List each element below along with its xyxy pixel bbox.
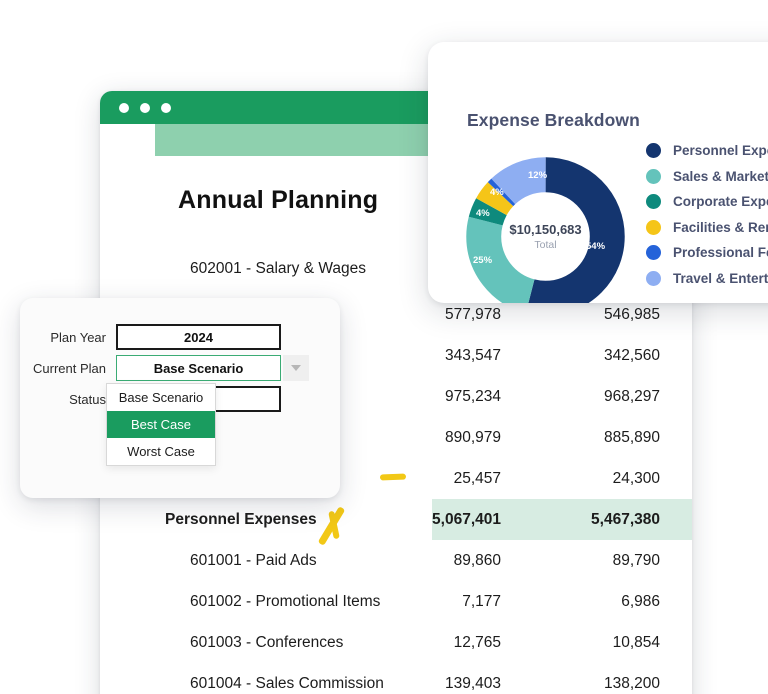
cell-value[interactable]: 89,790 — [612, 551, 660, 569]
window-dot-close-icon[interactable] — [119, 102, 129, 113]
cell-value[interactable]: 7,177 — [462, 592, 501, 610]
legend-label: Personnel Expenses — [673, 143, 768, 159]
window-dot-minimize-icon[interactable] — [140, 102, 150, 113]
donut-slice-sales-marketing[interactable] — [466, 157, 625, 303]
row-label: 601004 - Sales Commission — [190, 674, 384, 692]
accent-spark-icon — [379, 473, 407, 481]
donut-slice-personnel[interactable] — [466, 157, 625, 303]
card-title: Expense Breakdown — [467, 110, 640, 130]
cell-value[interactable]: 885,890 — [603, 428, 660, 446]
table-row[interactable]: 601004 - Sales Commission 139,403 138,20… — [100, 663, 692, 694]
legend-color-dot — [646, 168, 661, 184]
cell-value[interactable]: 10,854 — [612, 633, 660, 651]
cell-value[interactable]: 890,979 — [444, 428, 501, 446]
legend-item[interactable]: Facilities & Rent — [646, 215, 768, 241]
current-plan-dropdown-list: Base Scenario Best Case Worst Case — [106, 383, 216, 466]
legend-label: Professional Fees — [673, 245, 768, 261]
legend-item[interactable]: Sales & Marketing — [646, 164, 768, 190]
sheet-grid: Annual Planning 602001 - Salary & Wages … — [100, 156, 692, 694]
legend-item[interactable]: Corporate Expenses — [646, 189, 768, 215]
legend-color-dot — [646, 219, 661, 235]
legend-color-dot — [646, 194, 661, 210]
cell-value[interactable]: 577,978 — [444, 305, 501, 323]
legend-label: Travel & Entertainment — [673, 270, 768, 286]
cell-value[interactable]: 975,234 — [444, 387, 501, 405]
expense-legend: Personnel Expenses Sales & Marketing Cor… — [646, 138, 768, 291]
expense-breakdown-card: Expense Breakdown $10,150,683 Total 54% … — [428, 42, 768, 303]
row-label: 601002 - Promotional Items — [190, 592, 381, 610]
table-row[interactable]: 601001 - Paid Ads 89,860 89,790 89,86 — [100, 540, 692, 581]
table-row[interactable]: 975,234 968,297 975,23 — [100, 376, 692, 417]
cell-value[interactable]: 89,860 — [453, 551, 501, 569]
expense-donut-chart: $10,150,683 Total 54% 25% 4% 4% 12% — [464, 155, 627, 303]
dropdown-option-base-scenario[interactable]: Base Scenario — [118, 390, 204, 405]
sheet-body: Annual Planning 602001 - Salary & Wages … — [100, 156, 692, 694]
window-dot-maximize-icon[interactable] — [161, 102, 171, 113]
row-label: 601001 - Paid Ads — [190, 551, 317, 569]
cell-value[interactable]: 343,547 — [444, 346, 501, 364]
ribbon-corner-cell — [100, 124, 155, 156]
legend-label: Facilities & Rent — [673, 219, 768, 235]
status-label: Status — [69, 391, 106, 407]
table-row[interactable]: 602001 - Salary & Wages — [100, 244, 692, 294]
legend-item[interactable]: Professional Fees — [646, 240, 768, 266]
table-row[interactable]: 577,978 546,985 577,9 — [100, 294, 692, 335]
cell-value[interactable]: 968,297 — [603, 387, 660, 405]
cell-value[interactable]: 25,457 — [453, 469, 501, 487]
dropdown-option-worst-case[interactable]: Worst Case — [127, 444, 195, 459]
cell-value[interactable]: 6,986 — [621, 592, 660, 610]
current-plan-label: Current Plan — [33, 360, 106, 376]
cell-value[interactable]: 24,300 — [612, 469, 660, 487]
donut-slice-travel[interactable] — [466, 157, 625, 303]
legend-item[interactable]: Personnel Expenses — [646, 138, 768, 164]
cell-value[interactable]: 546,985 — [603, 305, 660, 323]
table-row[interactable]: 601002 - Promotional Items 7,177 6,986 7… — [100, 581, 692, 622]
dropdown-option-best-case[interactable]: Best Case — [107, 411, 215, 438]
cell-value[interactable]: 139,403 — [444, 674, 501, 692]
table-row-subtotal[interactable]: Personnel Expenses 5,067,401 5,467,380 5… — [100, 499, 692, 540]
cell-value[interactable]: 342,560 — [603, 346, 660, 364]
legend-color-dot — [646, 270, 661, 286]
legend-color-dot — [646, 143, 661, 159]
current-plan-row: Current Plan Base Scenario — [30, 355, 309, 381]
cell-value[interactable]: 138,200 — [603, 674, 660, 692]
plan-year-row: Plan Year 2024 — [30, 324, 281, 350]
cell-value[interactable]: 5,067,401 — [432, 510, 501, 528]
table-row[interactable]: 25,457 24,300 25,45 — [100, 458, 692, 499]
page-title: Annual Planning — [178, 185, 379, 214]
row-label: 601003 - Conferences — [190, 633, 344, 651]
legend-label: Corporate Expenses — [673, 194, 768, 210]
donut-svg — [466, 157, 625, 303]
cell-value[interactable]: 12,765 — [453, 633, 501, 651]
row-highlight-band — [432, 499, 692, 540]
row-label: Personnel Expenses — [165, 510, 317, 528]
row-label: 602001 - Salary & Wages — [190, 260, 367, 277]
table-row: Annual Planning — [100, 156, 692, 244]
current-plan-select[interactable]: Base Scenario — [116, 355, 281, 381]
plan-year-input[interactable]: 2024 — [116, 324, 281, 350]
table-row[interactable]: 601003 - Conferences 12,765 10,854 12,76 — [100, 622, 692, 663]
legend-color-dot — [646, 245, 661, 261]
plan-year-label: Plan Year — [50, 329, 106, 345]
legend-item[interactable]: Travel & Entertainment — [646, 266, 768, 292]
legend-label: Sales & Marketing — [673, 168, 768, 184]
cell-value[interactable]: 5,467,380 — [591, 510, 660, 528]
chevron-down-icon[interactable] — [283, 355, 309, 381]
